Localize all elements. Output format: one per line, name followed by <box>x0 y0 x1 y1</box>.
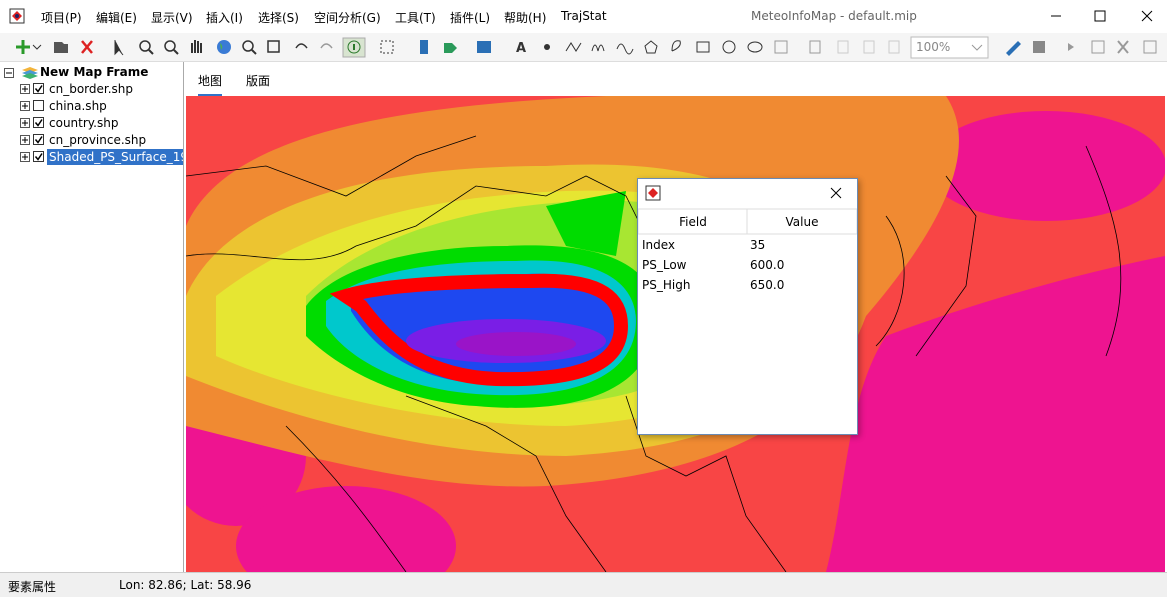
title-bar: 项目(P) 编辑(E) 显示(V) 插入(I) 选择(S) 空间分析(G) 工具(T) 插件(… <box>0 0 1167 33</box>
dialog-frame <box>638 185 857 235</box>
tab[interactable]: 地图 <box>198 72 223 96</box>
table-cell: PS_Low <box>642 258 687 272</box>
layer-name[interactable]: china.shp <box>49 99 107 113</box>
menu-item[interactable]: 工具(T) <box>395 11 436 25</box>
status-label: 要素属性 <box>8 580 57 594</box>
layer-checkbox[interactable] <box>20 116 56 130</box>
zoom-level[interactable]: 100% <box>916 40 951 54</box>
layer-checkbox[interactable] <box>20 133 56 147</box>
status-bar: 要素属性 Lon: 82.86; Lat: 58.96 <box>0 572 1167 597</box>
menu-item[interactable]: 项目(P) <box>41 11 82 25</box>
column-header: Field <box>679 215 707 229</box>
dialog-close[interactable] <box>830 187 842 199</box>
table-cell: 650.0 <box>750 278 785 292</box>
app-icon <box>9 8 25 24</box>
layer-checkbox[interactable] <box>20 82 56 96</box>
menu-item[interactable]: 编辑(E) <box>96 11 137 25</box>
table-cell: Index <box>642 238 676 252</box>
layer-checkbox[interactable] <box>20 99 56 113</box>
table-cell: 35 <box>750 238 766 252</box>
layer-checkbox[interactable] <box>20 150 56 164</box>
layer-name[interactable]: cn_province.shp <box>49 133 147 147</box>
tab[interactable]: 版面 <box>246 74 271 88</box>
menu-item[interactable]: 插入(I) <box>206 11 243 25</box>
layer-name[interactable]: country.shp <box>49 116 119 130</box>
window-title: MeteoInfoMap - default.mip <box>751 9 917 23</box>
menu-item[interactable]: 帮助(H) <box>504 11 547 25</box>
maximize[interactable] <box>1094 10 1106 22</box>
table-cell: 600.0 <box>750 258 785 272</box>
menu-item[interactable]: 显示(V) <box>151 11 193 25</box>
toolbar-icons: A <box>16 36 1157 59</box>
layers-panel: New Map Frame cn_border.shp china.shp coun… <box>0 62 184 572</box>
table-cell: PS_High <box>642 278 691 292</box>
toolbar: A 100% <box>0 33 1167 62</box>
window-controls <box>1051 10 1153 22</box>
close[interactable] <box>1141 10 1153 22</box>
layer-name[interactable]: cn_border.shp <box>49 82 134 96</box>
map-frame[interactable]: New Map Frame <box>40 65 149 79</box>
status-coords: Lon: 82.86; Lat: 58.96 <box>119 578 252 592</box>
column-header: Value <box>785 215 819 229</box>
menu-item[interactable]: 选择(S) <box>258 11 299 25</box>
frame-node-icons <box>4 67 38 79</box>
menu-item[interactable]: 插件(L) <box>450 11 491 25</box>
attribute-dialog: Field Value Index 35 PS_Low 600.0 PS_High 650.0 <box>637 178 858 435</box>
layer-name[interactable]: Shaded_PS_Surface_19 <box>47 149 183 165</box>
svg-text:A: A <box>516 41 526 56</box>
menu-item[interactable]: TrajStat <box>561 9 607 23</box>
menu-item[interactable]: 空间分析(G) <box>314 11 381 25</box>
